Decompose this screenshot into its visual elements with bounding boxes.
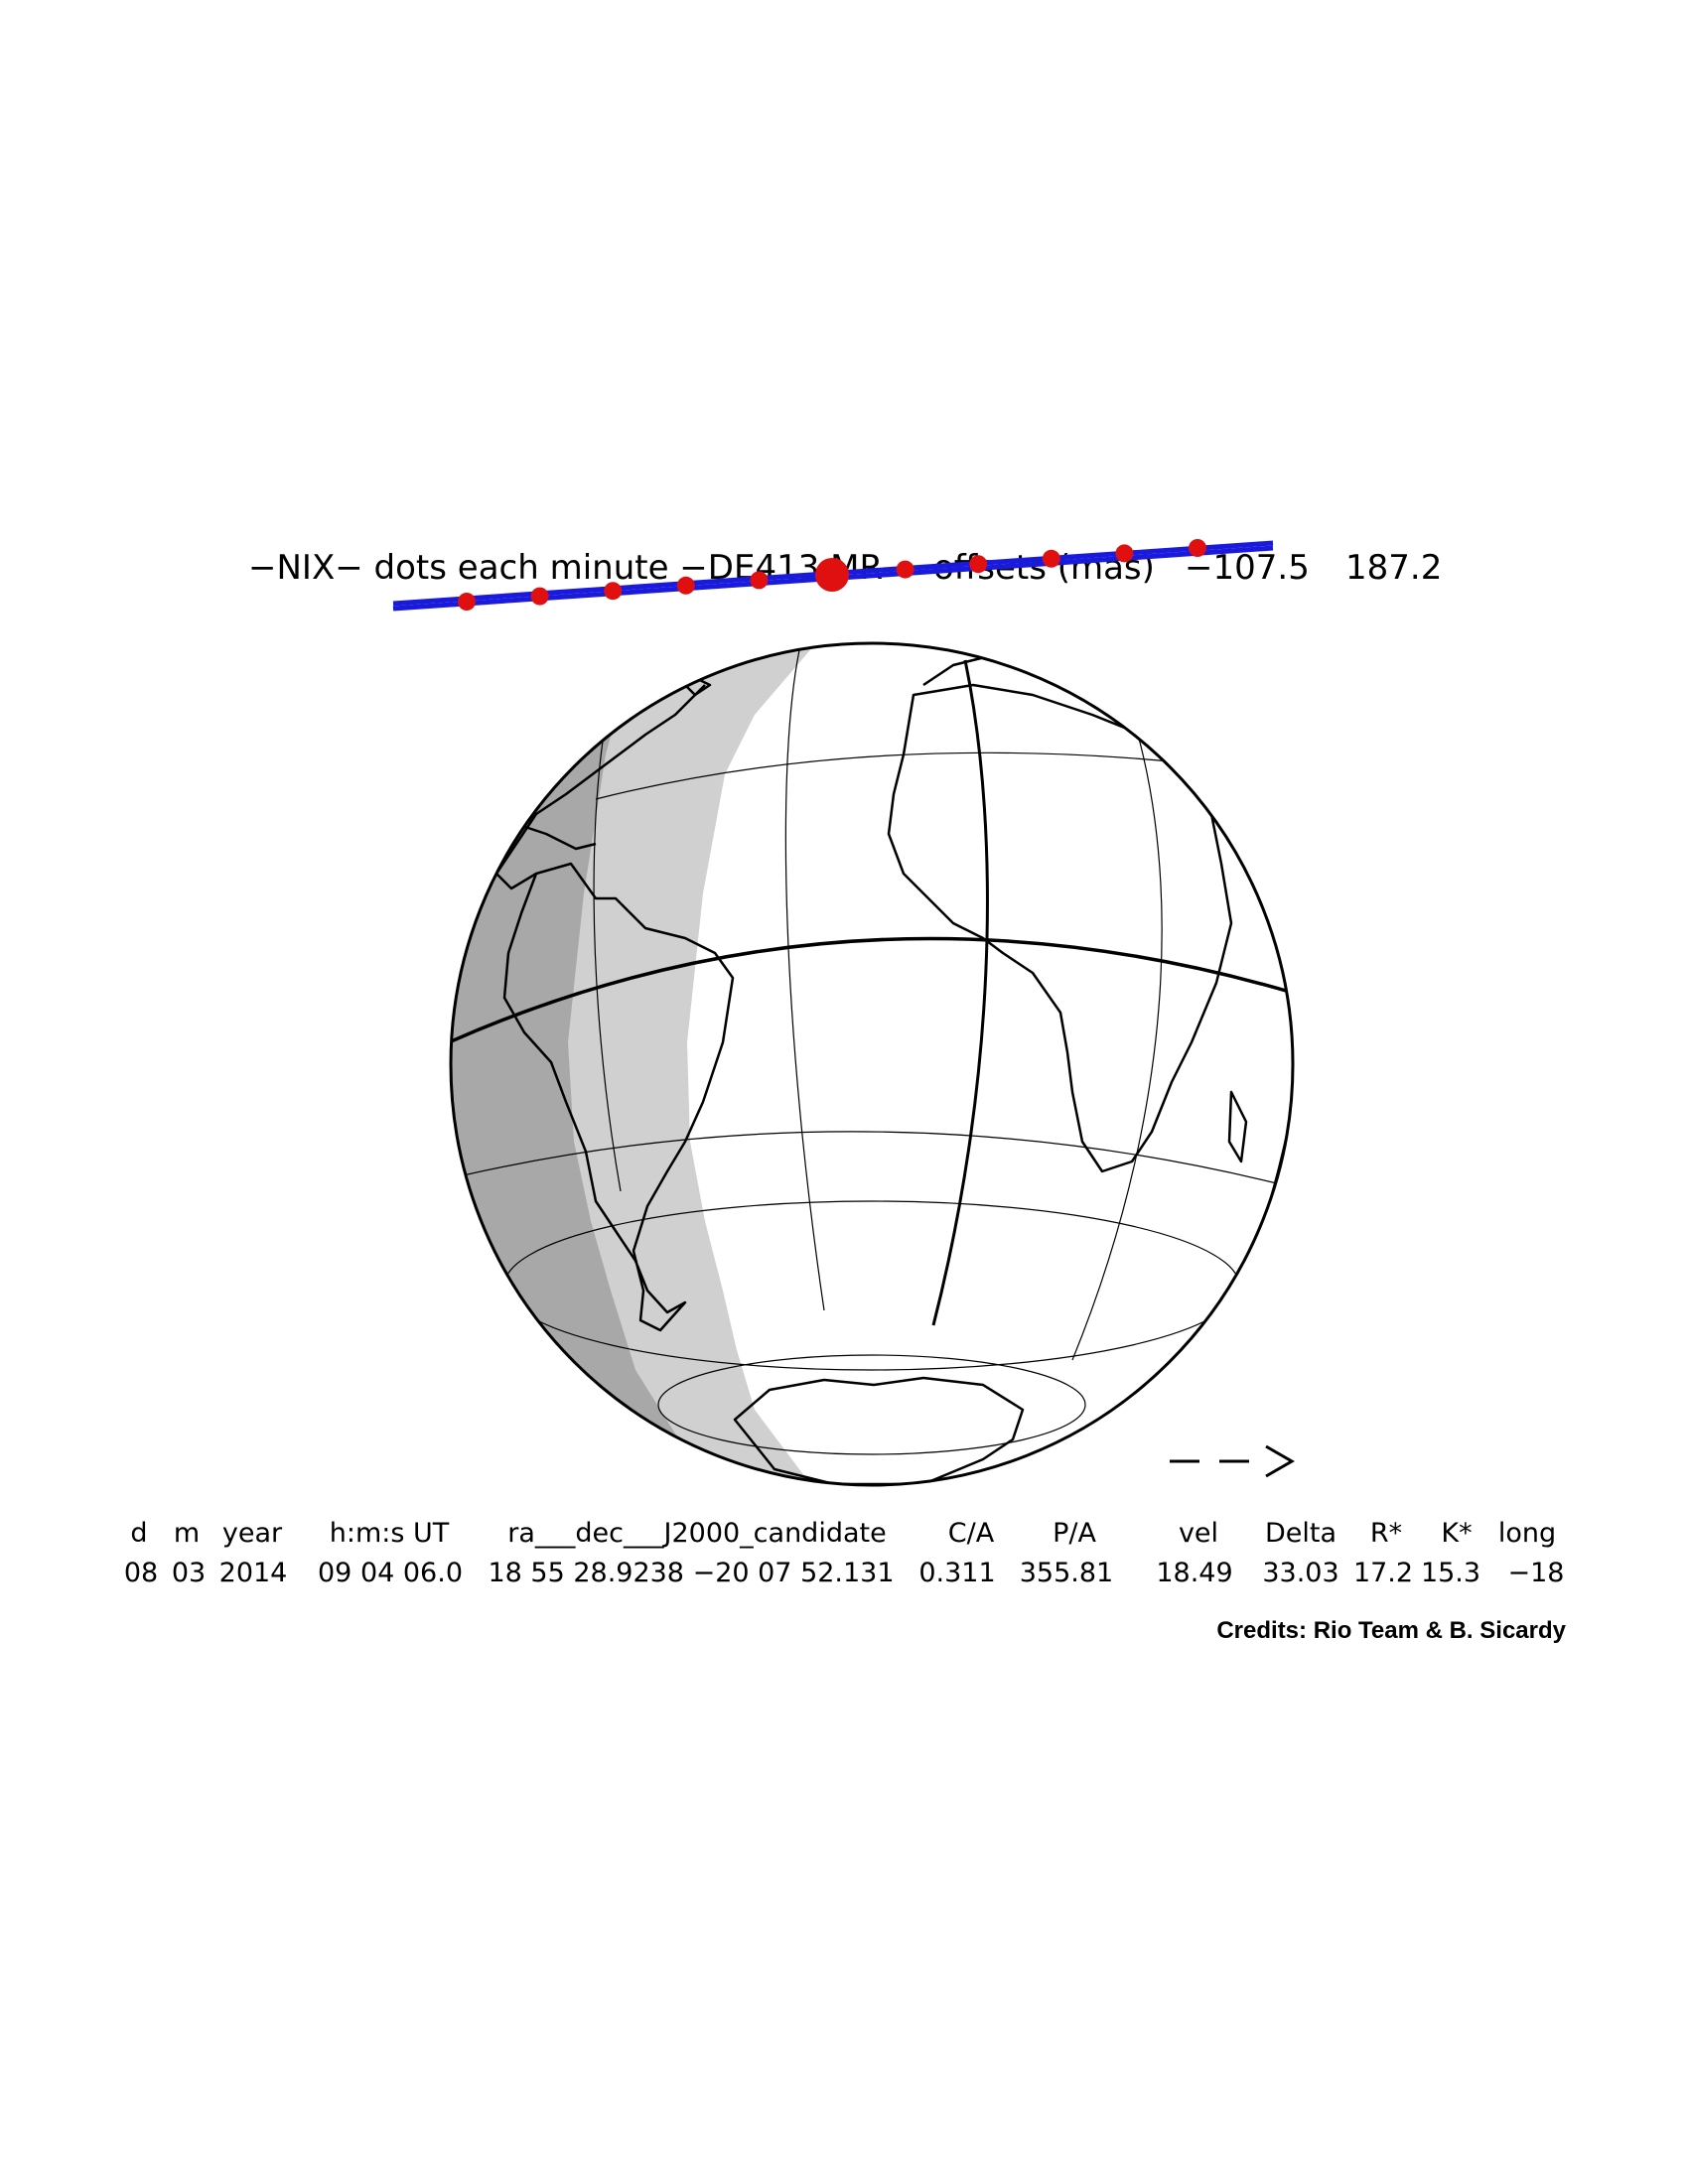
- minute-dot: [969, 555, 988, 574]
- minute-dot: [604, 582, 623, 601]
- latitude-65s: [657, 1354, 1086, 1455]
- meridian-4: [1071, 684, 1163, 1361]
- closest-approach-dot: [815, 558, 849, 592]
- antarctica-coast: [733, 1376, 1025, 1485]
- minute-dot: [896, 560, 914, 579]
- meridian-3: [931, 659, 989, 1326]
- north-america-coast: [494, 684, 706, 890]
- table-value-row: 08 03 2014 09 04 06.0 18 55 28.9238 −20 07 5…: [124, 1558, 1565, 1588]
- south-america-coast: [502, 862, 735, 1332]
- table-header-cell: R*: [1370, 1518, 1402, 1549]
- table-header-cell: vel: [1179, 1518, 1218, 1549]
- globe-outline: [449, 641, 1295, 1487]
- table-header-cell: h:m:s UT: [330, 1518, 450, 1549]
- table-value-cell: 2014: [219, 1558, 288, 1588]
- table-header-cell: m: [174, 1518, 200, 1549]
- latitude-30s: [458, 1131, 1290, 1187]
- credits: Credits: Rio Team & B. Sicardy: [1216, 1617, 1566, 1644]
- table-header-cell: Delta: [1265, 1518, 1336, 1549]
- minute-dot: [458, 593, 476, 611]
- night-shading: [451, 643, 814, 1485]
- direction-arrow: [1170, 1444, 1296, 1478]
- table-header-cell: year: [222, 1518, 283, 1549]
- minute-dot: [1189, 539, 1206, 557]
- minute-dots: [458, 539, 1206, 611]
- table-header-cell: K*: [1441, 1518, 1472, 1549]
- table-value-cell: 08: [124, 1558, 158, 1588]
- caribbean-coast: [515, 822, 597, 851]
- table-value-cell: 03: [172, 1558, 206, 1588]
- table-value-cell: 18.49: [1156, 1558, 1232, 1588]
- minute-dot: [1115, 544, 1134, 563]
- minute-dot: [676, 576, 695, 595]
- table-value-cell: 355.81: [1020, 1558, 1113, 1588]
- table-header-row: d m year h:m:s UT ra___dec___J2000_candidate…: [130, 1518, 1556, 1549]
- minute-dot: [530, 587, 549, 606]
- table-header-cell: long: [1498, 1518, 1556, 1549]
- table-value-cell: −18: [1508, 1558, 1565, 1588]
- table-value-cell: 0.311: [918, 1558, 995, 1588]
- equator: [451, 936, 1293, 1044]
- table-value-cell: 33.03: [1262, 1558, 1338, 1588]
- globe: [449, 641, 1295, 1487]
- title-offset-dec: 187.2: [1345, 548, 1442, 588]
- circumstances-table: d m year h:m:s UT ra___dec___J2000_candidate…: [124, 1518, 1565, 1588]
- minute-dot: [1042, 549, 1060, 568]
- table-header-cell: C/A: [948, 1518, 995, 1549]
- table-value-cell: 09 04 06.0: [318, 1558, 463, 1588]
- meridian-1: [784, 649, 825, 1311]
- table-value-cell: 17.2: [1353, 1558, 1413, 1588]
- table-header-cell: d: [130, 1518, 147, 1549]
- madagascar-coast: [1227, 1090, 1248, 1163]
- shadow-track: [392, 539, 1274, 612]
- table-value-cell: 18 55 28.9238 −20 07 52.131: [488, 1558, 894, 1588]
- minute-dot: [750, 571, 769, 590]
- latitude-60n: [595, 751, 1202, 800]
- table-value-cell: 15.3: [1421, 1558, 1480, 1588]
- table-header-cell: P/A: [1053, 1518, 1096, 1549]
- night-side: [451, 643, 715, 1485]
- table-header-cell: ra___dec___J2000_candidate: [507, 1518, 886, 1549]
